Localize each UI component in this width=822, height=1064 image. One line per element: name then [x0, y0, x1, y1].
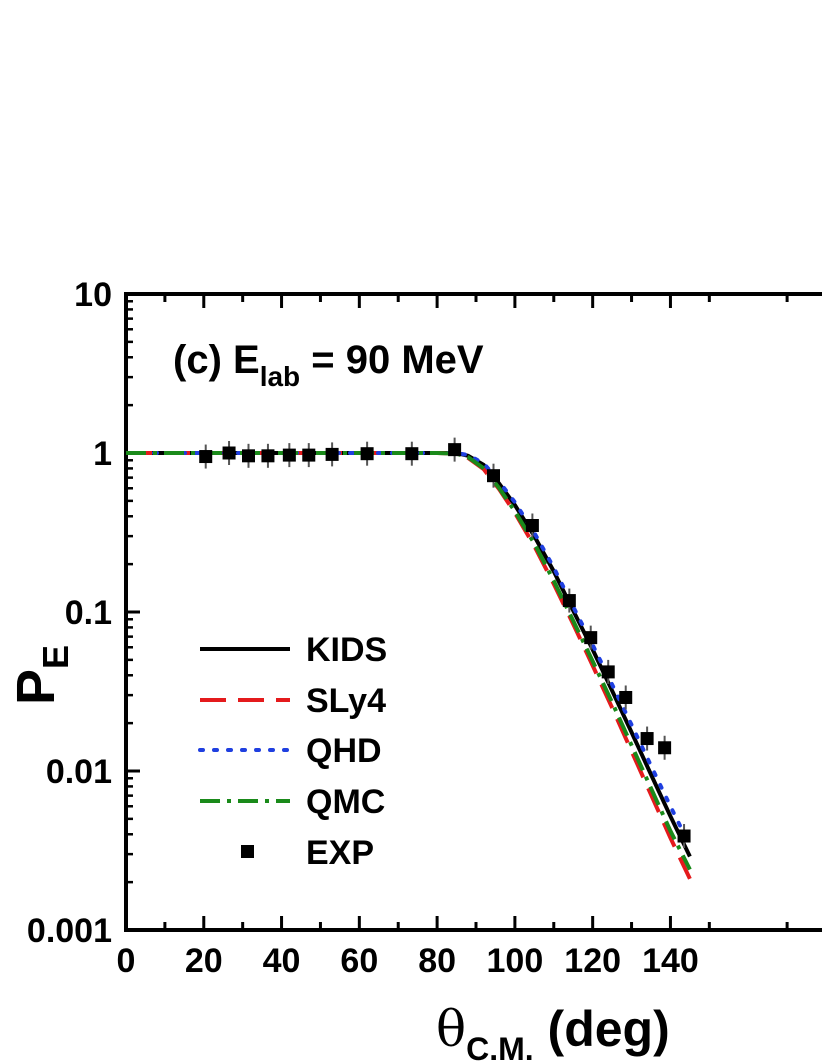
x-tick-label: 120 — [564, 942, 621, 980]
panel-annotation-subscript: lab — [260, 361, 300, 392]
y-tick-label: 0.001 — [27, 912, 112, 950]
panel-annotation: (c) Elab = 90 MeV — [173, 338, 484, 392]
exp-point — [199, 450, 213, 464]
series-layer — [126, 451, 692, 880]
x-tick-label: 0 — [117, 942, 136, 980]
y-tick-label: 0.1 — [65, 594, 112, 632]
x-tick-label: 60 — [340, 942, 378, 980]
x-tick-label: 20 — [185, 942, 223, 980]
plot-frame — [124, 292, 822, 932]
exp-points-layer — [199, 437, 691, 849]
legend-label-qmc: QMC — [306, 783, 385, 821]
exp-point — [640, 732, 654, 746]
x-tick-label: 40 — [263, 942, 301, 980]
exp-point — [677, 829, 691, 843]
x-tick-label: 80 — [418, 942, 456, 980]
legend: KIDS SLy4 QHD QMC EXP — [198, 631, 387, 872]
y-axis-title-main: P — [6, 669, 66, 705]
series-line-qmc — [126, 451, 692, 871]
x-axis-title-suffix: (deg) — [534, 1001, 670, 1057]
exp-point — [325, 447, 339, 461]
exp-point — [487, 469, 500, 483]
exp-point — [222, 446, 236, 460]
y-tick-label: 0.01 — [46, 753, 112, 791]
y-axis-title-subscript: E — [35, 645, 76, 669]
y-axis-title: PE — [6, 645, 76, 705]
exp-point — [525, 518, 539, 532]
legend-label-sly4: SLy4 — [306, 682, 386, 720]
exp-point — [658, 741, 672, 755]
exp-point — [601, 665, 615, 679]
exp-point — [261, 449, 275, 463]
legend-label-qhd: QHD — [306, 732, 382, 770]
exp-point — [584, 631, 598, 645]
x-axis-title-symbol: θ — [436, 1000, 466, 1058]
legend-label-exp: EXP — [306, 834, 374, 872]
y-tick-label: 1 — [93, 435, 112, 473]
x-tick-label: 140 — [642, 942, 699, 980]
exp-point — [360, 447, 374, 461]
y-ticks: 0.001 0.01 0.1 1 10 — [27, 276, 140, 950]
x-axis-title-subscript: C.M. — [466, 1031, 534, 1064]
panel-annotation-suffix: = 90 MeV — [300, 338, 484, 382]
series-line-qhd — [126, 451, 692, 848]
exp-point — [562, 594, 576, 608]
x-axis-title: θC.M. (deg) — [436, 1000, 670, 1064]
panel-annotation-prefix: (c) E — [173, 338, 260, 382]
exp-point — [619, 690, 633, 704]
exp-point — [242, 449, 255, 463]
exp-point — [405, 447, 419, 461]
legend-swatch-exp — [241, 845, 254, 858]
legend-label-kids: KIDS — [306, 631, 387, 669]
x-ticks: 0 20 40 60 80 100 120 140 — [117, 294, 789, 980]
exp-point — [448, 443, 462, 457]
exp-point — [302, 448, 316, 462]
x-tick-label: 100 — [487, 942, 544, 980]
series-line-kids — [126, 451, 692, 858]
y-tick-label: 10 — [74, 276, 112, 314]
exp-point — [282, 448, 296, 462]
